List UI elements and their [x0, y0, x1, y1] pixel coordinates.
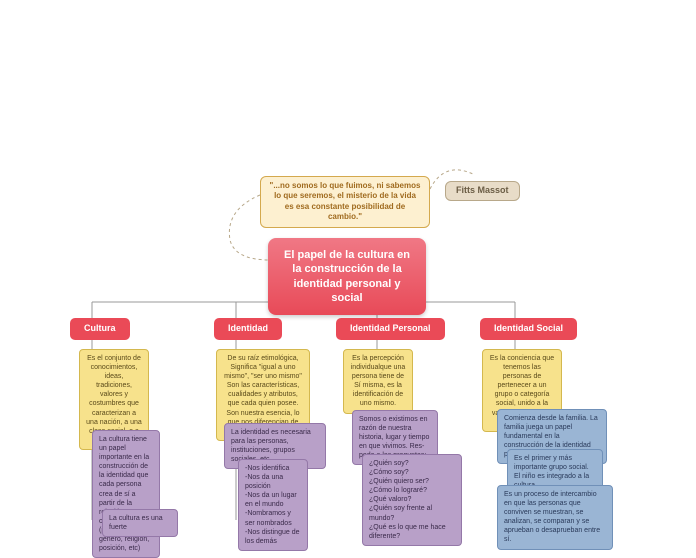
personal-def: Es la percepción individualque una perso…: [343, 349, 413, 414]
cultura-role: La cultura tiene un papel importante en …: [92, 430, 160, 558]
cultura-force: La cultura es una fuerte: [102, 509, 178, 537]
author-box: Fitts Massot: [445, 181, 520, 201]
quote-box: "...no somos lo que fuimos, ni sabemos l…: [260, 176, 430, 228]
branch-cultura: Cultura: [70, 318, 130, 340]
branch-social: Identidad Social: [480, 318, 577, 340]
personal-questions: ¿Quién soy? ¿Cómo soy? ¿Quién quiero ser…: [362, 454, 462, 546]
main-title: El papel de la cultura en la construcció…: [268, 238, 426, 315]
social-process: Es un proceso de intercambio en que las …: [497, 485, 613, 550]
identidad-list: -Nos identifica -Nos da una posición -No…: [238, 459, 308, 551]
branch-personal: Identidad Personal: [336, 318, 445, 340]
branch-identidad: Identidad: [214, 318, 282, 340]
